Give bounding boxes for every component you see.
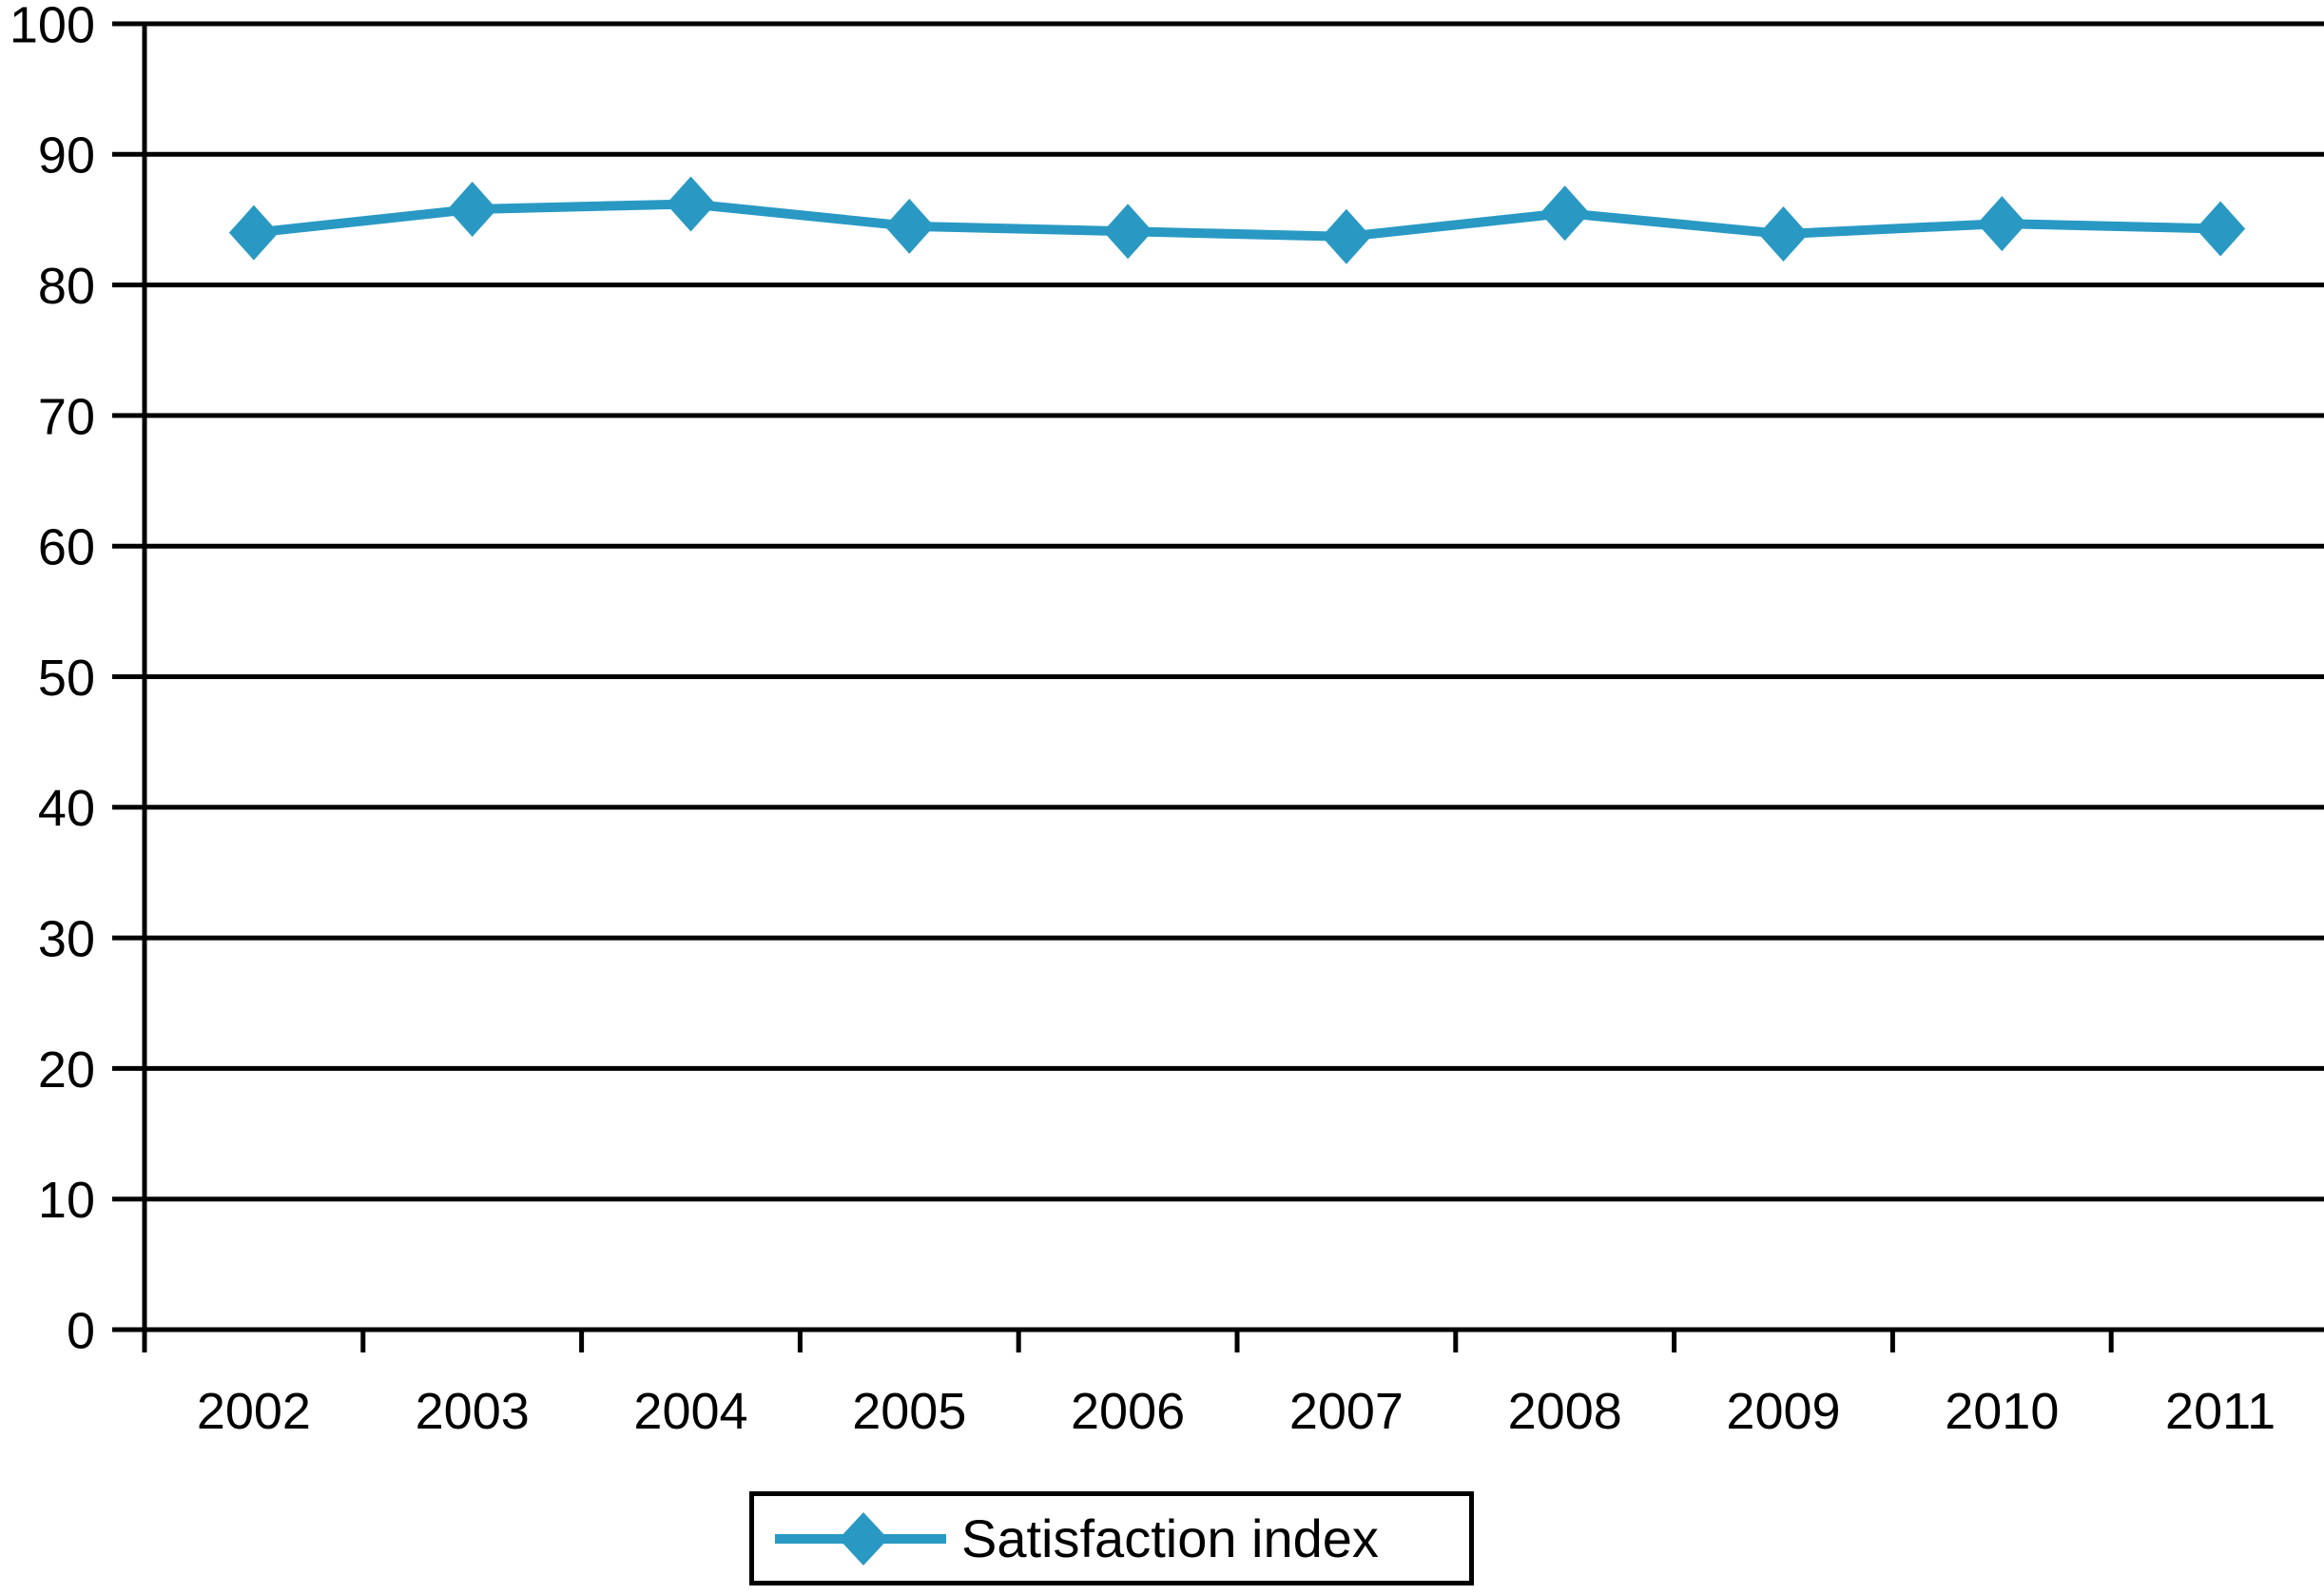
y-axis-label-20: 20 [38, 1041, 95, 1099]
data-point-marker-2002 [228, 204, 279, 261]
data-point-marker-2008 [1540, 185, 1590, 242]
y-axis-label-30: 30 [38, 911, 95, 968]
x-axis-label-2006: 2006 [1071, 1383, 1185, 1440]
data-point-marker-2003 [447, 181, 497, 237]
data-point-marker-2004 [666, 176, 716, 232]
y-axis-label-40: 40 [38, 780, 95, 837]
x-axis-label-2008: 2008 [1508, 1383, 1622, 1440]
x-axis-label-2005: 2005 [852, 1383, 966, 1440]
data-point-marker-2009 [1758, 206, 1809, 263]
x-axis-label-2007: 2007 [1289, 1383, 1404, 1440]
x-axis-label-2011: 2011 [2165, 1383, 2276, 1440]
data-point-marker-2011 [2196, 201, 2246, 257]
y-axis-label-90: 90 [38, 127, 95, 185]
x-axis-label-2004: 2004 [633, 1383, 747, 1440]
y-axis-label-60: 60 [38, 519, 95, 576]
data-point-marker-2007 [1321, 208, 1371, 264]
y-axis-label-50: 50 [38, 650, 95, 707]
legend-series-marker-icon [775, 1511, 946, 1566]
data-point-marker-2010 [1977, 196, 2027, 252]
legend-series-label: Satisfaction index [961, 1508, 1379, 1568]
x-axis-label-2009: 2009 [1726, 1383, 1840, 1440]
data-point-marker-2006 [1103, 204, 1153, 260]
y-axis-label-70: 70 [38, 388, 95, 445]
y-axis-label-100: 100 [10, 0, 95, 53]
y-axis-label-0: 0 [67, 1302, 95, 1359]
series-line-Satisfaction index [253, 199, 2221, 242]
x-axis-label-2002: 2002 [197, 1383, 311, 1440]
data-point-marker-2005 [884, 198, 935, 254]
chart-legend: Satisfaction index [749, 1491, 1474, 1585]
y-axis-label-80: 80 [38, 258, 95, 315]
y-axis-label-10: 10 [38, 1172, 95, 1229]
x-axis-label-2010: 2010 [1945, 1383, 2059, 1440]
x-axis-label-2003: 2003 [416, 1383, 530, 1440]
